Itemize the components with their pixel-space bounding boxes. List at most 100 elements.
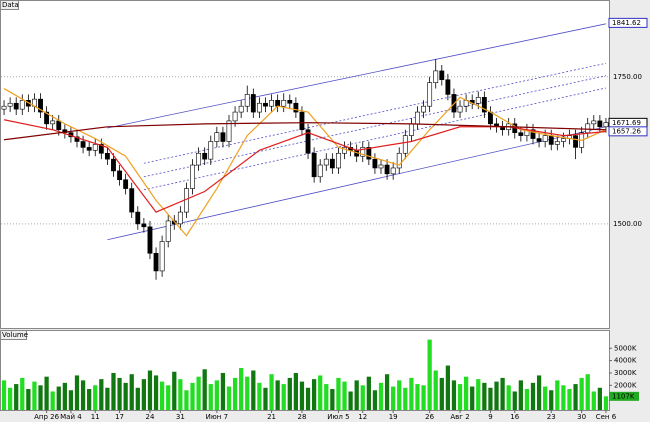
volume-bar (105, 387, 110, 410)
volume-pane (0, 330, 610, 411)
candle-body (256, 102, 262, 113)
candle-body (13, 102, 19, 110)
volume-bar (372, 390, 378, 410)
candle-body (366, 147, 372, 160)
candle-body (111, 158, 116, 172)
volume-bar (38, 385, 43, 410)
volume-bar (384, 374, 390, 410)
candle-body (518, 132, 524, 136)
x-tick-label: 17 (115, 413, 124, 421)
volume-bar (433, 370, 438, 410)
candle-body (427, 82, 433, 107)
y-tick-label: 1500.00 (613, 220, 642, 228)
volume-bar (166, 385, 171, 410)
x-tick-label: 19 (389, 413, 398, 421)
price-marker-label: 1841.62 (612, 19, 641, 27)
volume-bar (445, 365, 451, 410)
moving-average (3, 122, 606, 141)
x-tick-label: Май 4 (60, 413, 82, 421)
candle-body (591, 120, 597, 125)
volume-bar (123, 382, 128, 410)
volume-bar (202, 369, 207, 410)
x-tick-label: Апр 26 (34, 413, 59, 421)
volume-bar (74, 375, 80, 410)
volume-bar (159, 381, 165, 410)
x-tick-label: 28 (297, 413, 306, 421)
price-marker-label: 1657.26 (612, 127, 641, 135)
candle-body (226, 120, 232, 142)
volume-bar (62, 382, 67, 410)
x-tick-label: Июл 5 (327, 413, 349, 421)
volume-bar (342, 381, 347, 410)
volume-bar (68, 390, 74, 410)
x-tick-label: Авг 2 (450, 413, 469, 421)
candle-body (554, 141, 560, 145)
candle-body (372, 158, 378, 169)
candle-body (488, 111, 493, 125)
volume-bar (439, 377, 444, 410)
volume-bar (482, 382, 487, 410)
candle-body (293, 102, 299, 113)
volume-bar (117, 377, 122, 410)
candle-body (530, 129, 536, 139)
volume-bar (549, 390, 554, 410)
volume-bar (378, 382, 384, 410)
volume-bar (597, 387, 603, 410)
candle-body (378, 164, 384, 169)
volume-bar (391, 386, 396, 410)
candle-body (177, 211, 183, 225)
channel-line (107, 23, 607, 129)
y-tick-label: 1750.00 (613, 73, 642, 81)
panel-label: Data (2, 1, 19, 9)
candle-body (80, 141, 86, 148)
candle-body (421, 105, 426, 113)
volume-bar (427, 339, 432, 410)
candle-body (232, 111, 238, 122)
candle-body (141, 223, 147, 228)
candle-body (135, 211, 141, 225)
volume-bar (470, 386, 475, 410)
candle-body (86, 147, 92, 151)
volume-bar (585, 374, 590, 410)
candle-body (433, 70, 439, 83)
y-tick-label: 3000K (614, 369, 637, 377)
candle-body (439, 70, 445, 81)
volume-bar (50, 391, 55, 410)
volume-bar (360, 385, 365, 410)
x-tick-label: 12 (358, 413, 367, 421)
volume-bar (543, 386, 548, 410)
candle-body (336, 152, 341, 169)
volume-bar (99, 379, 104, 410)
volume-bar (579, 377, 584, 410)
volume-bar (214, 380, 219, 410)
volume-bar (20, 377, 25, 410)
candle-body (408, 123, 414, 136)
x-tick-label: Июн 7 (206, 413, 228, 421)
candle-body (263, 102, 268, 107)
volume-bar (147, 370, 153, 410)
volume-marker-box (609, 391, 639, 401)
volume-bar (409, 377, 414, 410)
candle-body (585, 123, 591, 133)
candle-body (299, 111, 305, 131)
price-pane (0, 0, 610, 329)
volume-bar (7, 387, 13, 410)
candle-body (202, 152, 208, 160)
candle-body (415, 111, 420, 125)
candle-body (159, 241, 165, 272)
panel-label: Volume (2, 331, 28, 339)
volume-bar (184, 390, 189, 410)
volume-bar (324, 384, 329, 410)
volume-bar (488, 387, 493, 410)
candle-body (92, 144, 98, 151)
candle-body (573, 135, 578, 148)
volume-bar (330, 389, 335, 410)
candle-body (129, 188, 135, 213)
price-marker-label: 1671.69 (612, 119, 641, 127)
candle-body (548, 135, 554, 145)
candle-body (1, 105, 7, 110)
channel-line (143, 87, 607, 191)
volume-bar (111, 372, 116, 410)
x-tick-label: 16 (510, 413, 519, 421)
